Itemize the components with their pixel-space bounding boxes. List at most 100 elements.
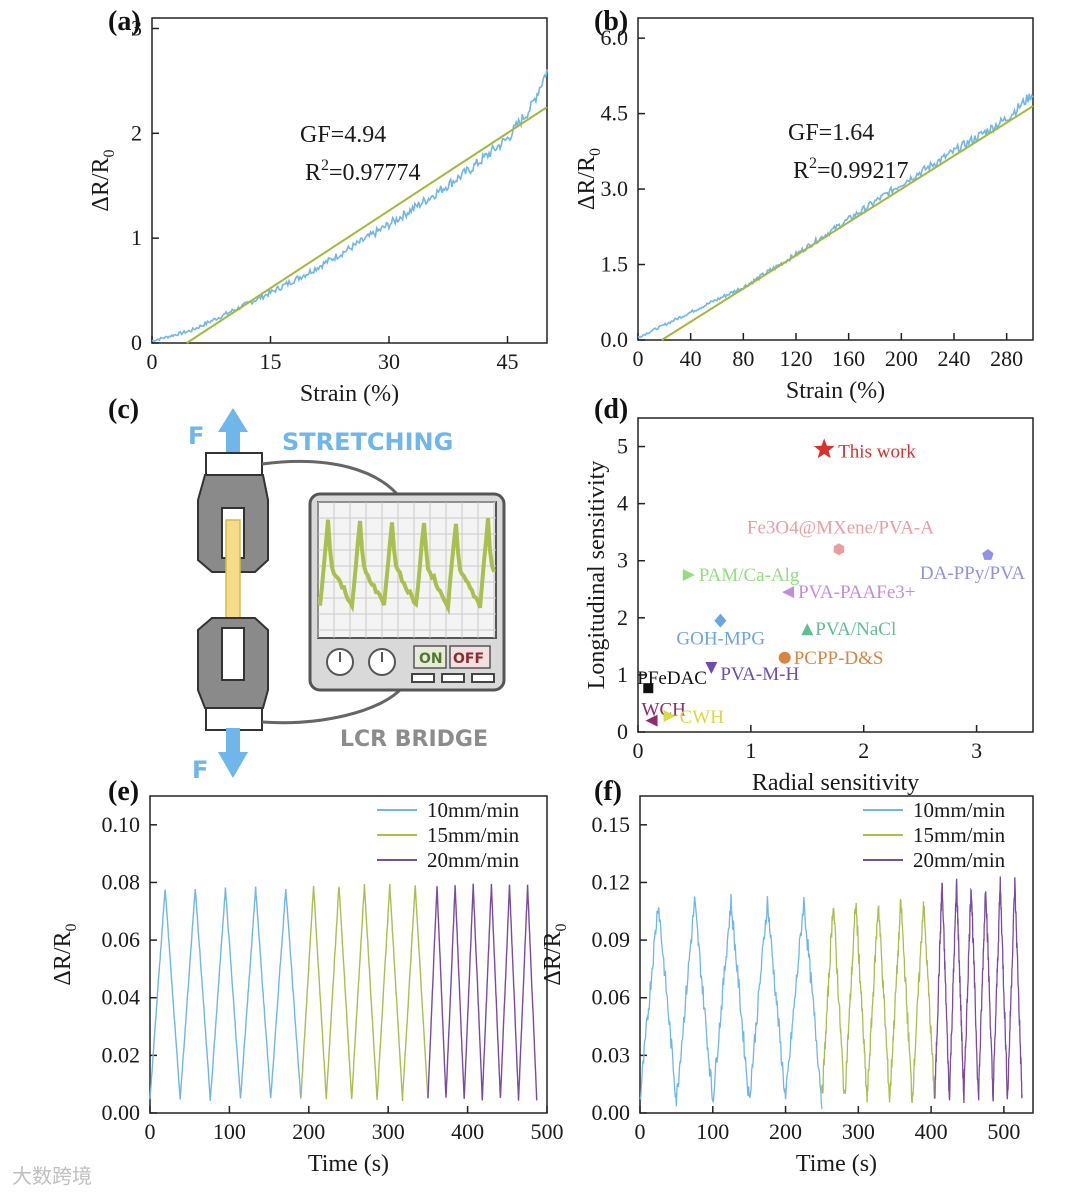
- x-tick-label-d: 1: [745, 738, 756, 763]
- hexagon-marker: [833, 543, 845, 556]
- diamond-marker: [714, 613, 727, 628]
- measured-curve-b: [637, 93, 1034, 338]
- y-tick-label-b: 6.0: [601, 25, 629, 50]
- y-tick-label-e: 0.04: [102, 985, 141, 1010]
- plot-frame-e: [149, 795, 548, 1114]
- x-axis-label-f: Time (s): [796, 1151, 877, 1177]
- x-tick-label-a: 15: [260, 349, 282, 374]
- y-tick-label-f: 0.03: [592, 1042, 631, 1067]
- plot-frame-a: [151, 17, 548, 344]
- point-label: PVA/NaCl: [815, 619, 896, 640]
- x-axis-label-d: Radial sensitivity: [752, 770, 919, 796]
- y-axis-label-subscript: 0: [587, 148, 604, 156]
- legend-label-f: 15mm/min: [913, 823, 1006, 847]
- x-tick-label-f: 100: [696, 1119, 729, 1144]
- y-tick-label-f: 0.12: [592, 869, 631, 894]
- point-label: PVA-M-H: [720, 664, 799, 685]
- linear-fit-line-b: [661, 105, 1034, 341]
- panel-label-d: (d): [594, 394, 628, 425]
- x-tick-label-b: 200: [885, 346, 918, 371]
- plot-frame-f: [639, 795, 1034, 1114]
- r-squared-label-a: R2=0.97774: [305, 157, 421, 186]
- x-tick-label-f: 300: [842, 1119, 875, 1144]
- x-tick-label-e: 400: [451, 1119, 484, 1144]
- star-marker: [813, 438, 835, 459]
- panel-label-c: (c): [108, 394, 139, 425]
- plot-frame-b: [637, 17, 1034, 341]
- y-tick-label-e: 0.10: [102, 812, 141, 837]
- point-label: PAM/Ca-Alg: [699, 565, 800, 586]
- y-tick-label-a: 1: [131, 225, 142, 250]
- measured-curve-a: [151, 69, 548, 343]
- bottom-clamp-icon: [197, 617, 269, 731]
- x-tick-label-e: 0: [145, 1119, 156, 1144]
- y-axis-label-subscript: 0: [63, 923, 80, 931]
- x-tick-label-b: 280: [990, 346, 1023, 371]
- x-tick-label-e: 300: [372, 1119, 405, 1144]
- y-tick-label-f: 0.15: [592, 812, 631, 837]
- x-tick-label-a: 45: [497, 349, 519, 374]
- square-marker: [643, 683, 654, 694]
- series-line-f: [639, 893, 823, 1110]
- r-squared-superscript: 2: [809, 155, 817, 172]
- y-tick-label-a: 2: [131, 120, 142, 145]
- y-axis-label-a: ΔR/R0: [88, 149, 118, 211]
- y-tick-label-d: 3: [617, 548, 628, 573]
- x-tick-label-f: 0: [635, 1119, 646, 1144]
- panel-label-b: (b): [594, 6, 628, 37]
- triangle-right-marker: [682, 569, 695, 581]
- x-tick-label-b: 240: [938, 346, 971, 371]
- arrow-down-icon: [218, 728, 248, 778]
- lcr-meter-icon: ON OFF: [308, 492, 506, 692]
- series-line-e: [427, 883, 538, 1101]
- x-tick-label-a: 30: [378, 349, 400, 374]
- y-axis-label-b: ΔR/R0: [574, 148, 604, 210]
- off-button-label: OFF: [453, 651, 484, 667]
- y-axis-label-subscript: 0: [553, 923, 570, 931]
- y-tick-label-b: 4.5: [601, 101, 629, 126]
- series-line-e: [300, 884, 429, 1102]
- y-tick-label-b: 1.5: [601, 252, 629, 277]
- x-tick-label-a: 0: [147, 349, 158, 374]
- x-tick-label-b: 40: [680, 346, 702, 371]
- plot-frame-d: [637, 417, 1034, 733]
- x-axis-label-b: Strain (%): [786, 378, 885, 404]
- r-squared-label-b: R2=0.99217: [793, 155, 909, 184]
- y-tick-label-a: 0: [131, 330, 142, 355]
- y-tick-label-f: 0.06: [592, 985, 631, 1010]
- lcr-bridge-label: LCR BRIDGE: [340, 727, 488, 752]
- series-line-f: [821, 899, 936, 1104]
- x-tick-label-f: 200: [769, 1119, 802, 1144]
- circle-marker: [778, 651, 791, 664]
- r-squared-symbol: R: [305, 160, 321, 186]
- wire-bottom: [261, 686, 404, 725]
- y-tick-label-a: 3: [131, 15, 142, 40]
- stretching-label: STRETCHING: [282, 428, 453, 456]
- y-tick-label-f: 0.09: [592, 927, 631, 952]
- wire-top: [261, 459, 404, 501]
- force-label-top: F: [188, 422, 204, 450]
- x-tick-label-b: 160: [832, 346, 865, 371]
- point-label: PVA-PAAFe3+: [798, 582, 915, 603]
- x-tick-label-d: 3: [971, 738, 982, 763]
- point-label: This work: [838, 441, 916, 462]
- point-label: PFeDAC: [637, 668, 707, 689]
- linear-fit-line-a: [186, 106, 548, 344]
- chart-panel-b: 0 40 80 120 160 200 240 280 0.0 1.5 3.0 4.5 6.0 Strai…: [574, 17, 1034, 404]
- y-tick-label-d: 2: [617, 605, 628, 630]
- pentagon-marker: [982, 549, 994, 560]
- triangle-left-marker: [645, 714, 658, 727]
- y-tick-label-b: 0.0: [601, 327, 629, 352]
- triangle-left-marker: [782, 586, 795, 599]
- x-axis-label-a: Strain (%): [300, 381, 399, 407]
- gauge-factor-label-b: GF=1.64: [788, 120, 874, 146]
- series-line-e: [149, 886, 302, 1101]
- force-label-bottom: F: [192, 756, 208, 784]
- y-tick-label-f: 0.00: [592, 1100, 631, 1125]
- triangle-right-marker: [663, 710, 676, 723]
- watermark: 大数跨境: [12, 1164, 92, 1188]
- point-label: WCH: [642, 700, 687, 721]
- legend-label-e: 10mm/min: [427, 798, 520, 822]
